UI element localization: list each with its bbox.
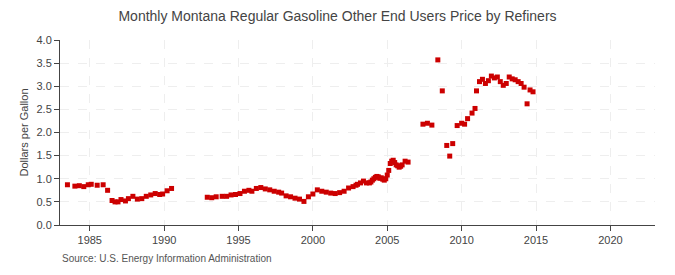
svg-text:2.0: 2.0 [37,126,52,138]
svg-text:2010: 2010 [449,234,473,246]
svg-text:0.5: 0.5 [37,196,52,208]
svg-text:2000: 2000 [301,234,325,246]
svg-text:Monthly Montana Regular Gasoli: Monthly Montana Regular Gasoline Other E… [118,8,556,24]
svg-text:2005: 2005 [375,234,399,246]
svg-text:1.0: 1.0 [37,173,52,185]
svg-text:1995: 1995 [226,234,250,246]
svg-text:Dollars per Gallon: Dollars per Gallon [18,88,30,176]
svg-text:Source: U.S. Energy Informatio: Source: U.S. Energy Information Administ… [62,253,272,264]
svg-text:1.5: 1.5 [37,149,52,161]
svg-text:3.0: 3.0 [37,80,52,92]
svg-text:0.0: 0.0 [37,219,52,231]
svg-text:3.5: 3.5 [37,57,52,69]
svg-text:1990: 1990 [152,234,176,246]
svg-text:1985: 1985 [78,234,102,246]
svg-text:2.5: 2.5 [37,103,52,115]
svg-text:4.0: 4.0 [37,34,52,46]
svg-text:2015: 2015 [524,234,548,246]
svg-text:2020: 2020 [598,234,622,246]
